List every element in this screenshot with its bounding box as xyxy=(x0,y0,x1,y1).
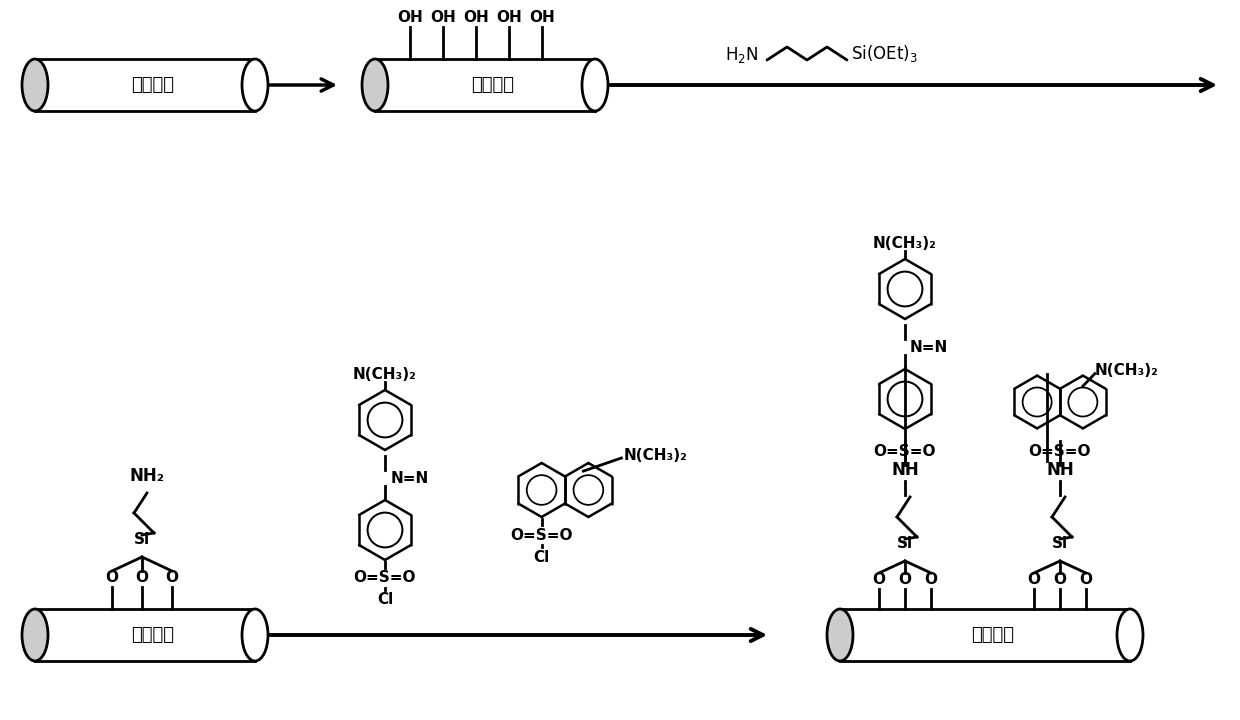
Text: $\mathsf{H_2N}$: $\mathsf{H_2N}$ xyxy=(725,45,759,65)
Bar xyxy=(35,59,255,111)
Text: N(CH₃)₂: N(CH₃)₂ xyxy=(624,448,687,462)
Ellipse shape xyxy=(582,59,608,111)
Text: $\mathsf{Si(OEt)_3}$: $\mathsf{Si(OEt)_3}$ xyxy=(851,42,918,63)
Bar xyxy=(839,609,1130,661)
Text: O: O xyxy=(1080,572,1092,587)
Text: NH₂: NH₂ xyxy=(129,467,165,485)
Ellipse shape xyxy=(22,609,48,661)
Text: 硅纳米线: 硅纳米线 xyxy=(971,626,1014,644)
Text: O: O xyxy=(873,572,885,587)
Text: N(CH₃)₂: N(CH₃)₂ xyxy=(353,367,417,382)
Text: 硅纳米线: 硅纳米线 xyxy=(131,76,175,94)
Text: O=S=O: O=S=O xyxy=(1029,444,1091,459)
Text: OH: OH xyxy=(463,10,489,25)
Text: O: O xyxy=(925,572,937,587)
Bar xyxy=(35,609,255,661)
Text: Si: Si xyxy=(1052,536,1068,551)
Text: O=S=O: O=S=O xyxy=(511,528,573,542)
Text: OH: OH xyxy=(430,10,456,25)
Text: O: O xyxy=(105,570,119,585)
Text: 硅纳米线: 硅纳米线 xyxy=(471,76,515,94)
Ellipse shape xyxy=(362,59,388,111)
Text: O: O xyxy=(165,570,179,585)
Text: N=N: N=N xyxy=(391,470,429,485)
Ellipse shape xyxy=(242,609,268,661)
Text: N(CH₃)₂: N(CH₃)₂ xyxy=(873,236,937,251)
Text: Si: Si xyxy=(134,532,150,547)
Text: O=S=O: O=S=O xyxy=(874,444,936,459)
Text: OH: OH xyxy=(496,10,522,25)
Text: Si: Si xyxy=(897,536,913,551)
Ellipse shape xyxy=(827,609,853,661)
Text: O: O xyxy=(1054,572,1066,587)
Text: N(CH₃)₂: N(CH₃)₂ xyxy=(1095,363,1158,378)
Text: NH: NH xyxy=(892,461,919,479)
Text: Cl: Cl xyxy=(533,549,549,564)
Text: N=N: N=N xyxy=(910,340,949,354)
Text: O: O xyxy=(135,570,149,585)
Ellipse shape xyxy=(242,59,268,111)
Text: OH: OH xyxy=(397,10,423,25)
Text: Cl: Cl xyxy=(377,593,393,608)
Text: O: O xyxy=(1028,572,1040,587)
Text: 硅纳米线: 硅纳米线 xyxy=(131,626,175,644)
Ellipse shape xyxy=(1117,609,1143,661)
Bar xyxy=(374,59,595,111)
Text: NH: NH xyxy=(1047,461,1074,479)
Text: O: O xyxy=(899,572,911,587)
Ellipse shape xyxy=(22,59,48,111)
Text: OH: OH xyxy=(529,10,554,25)
Text: O=S=O: O=S=O xyxy=(353,570,417,585)
